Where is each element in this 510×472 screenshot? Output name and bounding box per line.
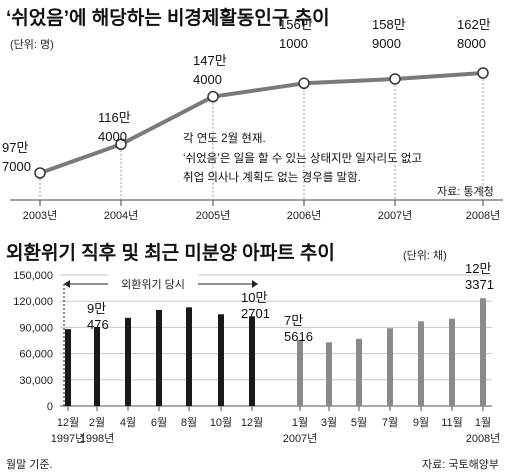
x-tick-label: 12월 bbox=[57, 416, 79, 429]
top-chart-unit: (단위: 명) bbox=[10, 38, 54, 51]
bar-value-label: 5616 bbox=[284, 329, 313, 344]
bar-recent bbox=[387, 328, 393, 406]
crisis-bracket-right-arrow bbox=[252, 280, 258, 288]
y-tick-label: 90,000 bbox=[19, 322, 53, 334]
x-tick-label: 2007년 bbox=[283, 432, 318, 445]
x-tick-label: 2004년 bbox=[104, 209, 139, 222]
bar-crisis bbox=[249, 316, 255, 406]
bar-value-label: 9만 bbox=[87, 301, 106, 316]
bar-value-label: 2701 bbox=[241, 306, 270, 321]
data-label: 7000 bbox=[2, 159, 31, 174]
y-tick-label: 0 bbox=[47, 401, 53, 413]
x-tick-label: 2006년 bbox=[287, 209, 322, 222]
bar-crisis bbox=[94, 326, 100, 406]
x-tick-label: 3월 bbox=[321, 416, 337, 429]
x-tick-label: 11월 bbox=[441, 416, 463, 429]
x-tick-label: 2003년 bbox=[23, 209, 58, 222]
x-tick-label: 2008년 bbox=[466, 209, 501, 222]
bar-recent bbox=[480, 298, 486, 406]
x-tick-label: 1997년 bbox=[51, 432, 86, 445]
y-tick-label: 120,000 bbox=[13, 296, 53, 308]
bar-crisis bbox=[65, 329, 71, 406]
x-tick-label: 7월 bbox=[382, 416, 398, 429]
bar-value-label: 10만 bbox=[241, 290, 267, 305]
note-line-2: ‘쉬었음’은 일을 할 수 있는 상태지만 일자리도 없고 bbox=[183, 151, 422, 165]
x-tick-label: 4월 bbox=[120, 416, 136, 429]
x-tick-label: 1월 bbox=[475, 416, 491, 429]
bottom-source: 자료: 국토해양부 bbox=[422, 457, 499, 471]
x-tick-label: 5월 bbox=[351, 416, 367, 429]
data-point bbox=[477, 67, 489, 79]
bar-value-label: 12만 bbox=[465, 261, 491, 276]
data-label: 4000 bbox=[98, 129, 127, 144]
y-tick-label: 30,000 bbox=[19, 375, 53, 387]
x-tick-label: 2008년 bbox=[466, 432, 501, 445]
x-tick-label: 6월 bbox=[151, 416, 167, 429]
data-point bbox=[115, 138, 127, 151]
x-tick-label: 12월 bbox=[241, 416, 263, 429]
x-tick-label: 2007년 bbox=[378, 209, 413, 222]
data-label: 156만 bbox=[279, 17, 313, 32]
data-label: 97만 bbox=[2, 140, 28, 155]
bottom-footnote: 월말 기준. bbox=[6, 458, 53, 471]
y-tick-label: 150,000 bbox=[13, 270, 53, 282]
bottom-chart-unit: (단위: 채) bbox=[403, 249, 447, 262]
trend-line bbox=[39, 71, 484, 175]
bar-value-label: 7만 bbox=[284, 313, 303, 328]
bar-recent bbox=[297, 339, 303, 406]
crisis-bracket-left-arrow bbox=[64, 280, 70, 288]
bar-crisis bbox=[125, 317, 131, 406]
bottom-chart-title: 외환위기 직후 및 최근 미분양 아파트 추이 bbox=[6, 242, 335, 264]
x-tick-label: 1월 bbox=[292, 416, 308, 429]
x-tick-label: 1998년 bbox=[80, 432, 115, 445]
note-line-3: 취업 의사나 계획도 없는 경우를 말함. bbox=[183, 170, 361, 184]
data-label: 162만 bbox=[457, 17, 491, 32]
top-plot: 97만 7000 116만 4000 147만 4000 156만 1000 158만 9000 1… bbox=[2, 17, 503, 222]
data-point bbox=[389, 73, 401, 85]
x-tick-label: 2월 bbox=[89, 416, 105, 429]
bar-crisis bbox=[186, 307, 192, 406]
bar-crisis bbox=[156, 309, 162, 406]
data-label: 116만 bbox=[98, 110, 131, 125]
bar-value-label: 3371 bbox=[465, 277, 494, 292]
data-point bbox=[34, 167, 46, 179]
top-source: 자료: 통계청 bbox=[437, 185, 494, 198]
x-tick-label: 9월 bbox=[413, 416, 429, 429]
note-line-1: 각 연도 2월 현재. bbox=[183, 132, 266, 145]
data-point bbox=[298, 77, 310, 90]
x-tick-label: 8월 bbox=[181, 416, 197, 429]
top-chart-title: ‘쉬었음’에 해당하는 비경제활동인구 추이 bbox=[6, 7, 330, 29]
crisis-bracket-label-bg bbox=[108, 274, 198, 292]
bar-recent bbox=[356, 338, 362, 406]
data-label: 147만 bbox=[193, 53, 227, 68]
y-tick-label: 60,000 bbox=[19, 349, 53, 361]
inactive-population-chart: ‘쉬었음’에 해당하는 비경제활동인구 추이 (단위: 명) 97만 7000 11… bbox=[2, 7, 503, 222]
bar-value-label: 476 bbox=[87, 317, 109, 332]
top-note: 각 연도 2월 현재. ‘쉬었음’은 일을 할 수 있는 상태지만 일자리도 없… bbox=[183, 132, 422, 184]
crisis-bracket-label: 외환위기 당시 bbox=[121, 278, 185, 291]
bar-recent bbox=[326, 342, 332, 406]
bar-recent bbox=[418, 321, 424, 406]
data-label: 158만 bbox=[372, 17, 406, 32]
unsold-apartment-chart: 외환위기 직후 및 최근 미분양 아파트 추이 (단위: 채) 150,0001… bbox=[6, 242, 500, 471]
x-tick-label: 10월 bbox=[210, 416, 232, 429]
data-label: 9000 bbox=[372, 36, 401, 51]
data-label: 8000 bbox=[457, 36, 486, 51]
data-point bbox=[207, 90, 219, 103]
x-tick-label: 2005년 bbox=[196, 209, 231, 222]
data-label: 1000 bbox=[279, 36, 308, 51]
data-label: 4000 bbox=[193, 72, 222, 87]
bar-crisis bbox=[218, 314, 224, 406]
bar-recent bbox=[449, 318, 455, 406]
